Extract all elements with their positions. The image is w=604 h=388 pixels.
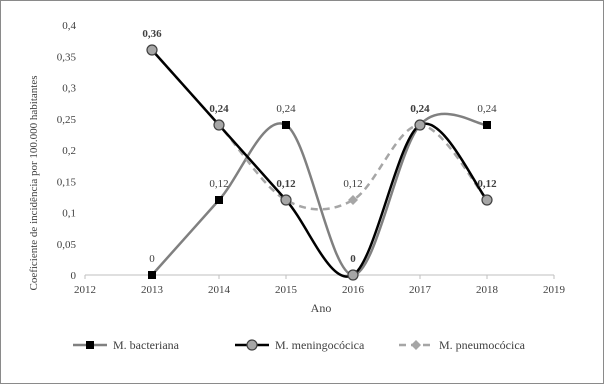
data-label: 0,24 bbox=[276, 103, 296, 115]
legend-marker bbox=[411, 340, 421, 350]
data-point-marker bbox=[148, 271, 156, 279]
data-label: 0,12 bbox=[276, 178, 296, 190]
legend: M. bacteriana M. meningocócica M. pneumocó… bbox=[73, 338, 526, 352]
legend-label: M. meningocócica bbox=[275, 338, 365, 352]
y-tick-label: 0,35 bbox=[57, 51, 77, 63]
y-tick-label: 0,1 bbox=[62, 208, 76, 220]
axes: 2012 2013 2014 2015 2016 2017 2018 2019 0 0,05 0,1… bbox=[57, 20, 566, 296]
y-tick-label: 0,25 bbox=[57, 114, 77, 126]
y-tick-label: 0,2 bbox=[62, 145, 76, 157]
data-label: 0,12 bbox=[343, 178, 362, 190]
data-point-marker bbox=[483, 121, 491, 129]
x-axis-title: Ano bbox=[311, 301, 332, 315]
y-tick-label: 0,05 bbox=[57, 239, 77, 251]
data-label: 0,12 bbox=[209, 178, 228, 190]
data-point-marker bbox=[414, 119, 426, 131]
data-point-marker bbox=[146, 44, 158, 56]
data-label: 0,24 bbox=[477, 103, 497, 115]
data-point-marker bbox=[213, 119, 225, 131]
y-tick-label: 0,3 bbox=[62, 83, 76, 95]
x-tick-label: 2013 bbox=[141, 284, 164, 296]
series-lines bbox=[151, 49, 488, 278]
series-markers bbox=[146, 44, 493, 281]
data-point-marker bbox=[348, 195, 358, 205]
x-tick-label: 2012 bbox=[74, 284, 96, 296]
data-point-marker bbox=[280, 194, 292, 206]
y-tick-label: 0,15 bbox=[57, 176, 77, 188]
legend-marker bbox=[246, 339, 258, 351]
series-line bbox=[151, 49, 488, 278]
data-label: 0,12 bbox=[477, 178, 497, 190]
x-tick-label: 2015 bbox=[275, 284, 298, 296]
data-label: 0,24 bbox=[410, 103, 430, 115]
data-label: 0,24 bbox=[209, 103, 229, 115]
data-point-marker bbox=[215, 196, 223, 204]
legend-label: M. pneumocócica bbox=[439, 338, 526, 352]
data-point-marker bbox=[282, 121, 290, 129]
data-label: 0,24 bbox=[410, 103, 430, 115]
x-tick-label: 2017 bbox=[409, 284, 432, 296]
y-tick-label: 0,4 bbox=[62, 20, 76, 32]
legend-label: M. bacteriana bbox=[113, 338, 180, 352]
x-tick-label: 2016 bbox=[342, 284, 365, 296]
x-tick-label: 2018 bbox=[476, 284, 499, 296]
x-tick-label: 2014 bbox=[208, 284, 231, 296]
data-label: 0 bbox=[149, 253, 155, 265]
legend-marker bbox=[86, 341, 94, 349]
data-point-marker bbox=[347, 269, 359, 281]
y-axis-title: Coeficiente de incidência por 100.000 ha… bbox=[28, 75, 40, 290]
data-point-marker bbox=[481, 194, 493, 206]
data-label: 0 bbox=[350, 253, 356, 265]
x-tick-label: 2019 bbox=[543, 284, 566, 296]
y-tick-label: 0 bbox=[71, 270, 77, 282]
data-label: 0,36 bbox=[142, 28, 162, 40]
